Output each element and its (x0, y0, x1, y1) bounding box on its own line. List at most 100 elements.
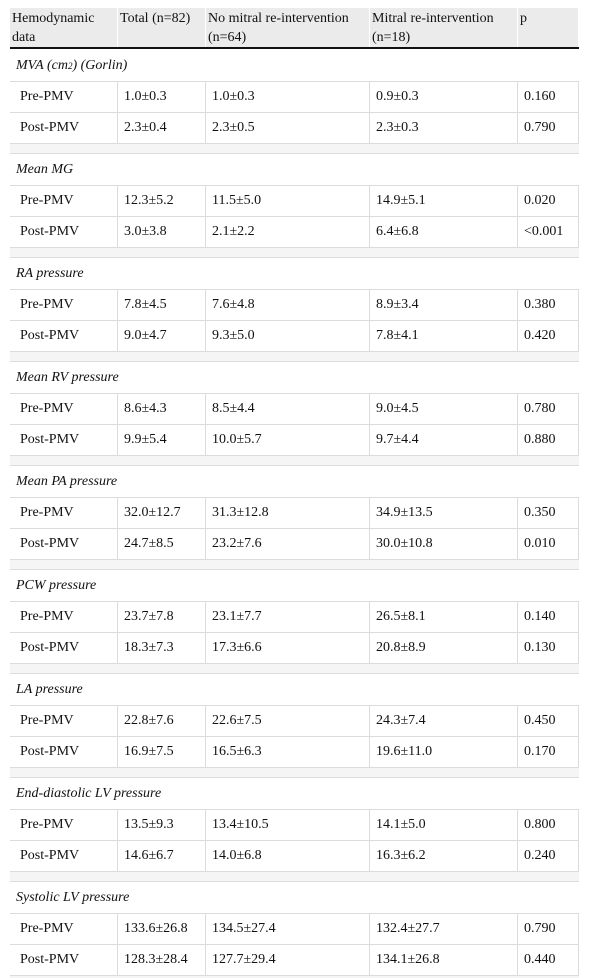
row-label: Pre-PMV (10, 810, 118, 841)
data-cell: 2.1±2.2 (206, 217, 370, 248)
data-cell: 18.3±7.3 (118, 633, 206, 664)
data-cell: 26.5±8.1 (370, 602, 518, 633)
row-label: Pre-PMV (10, 602, 118, 633)
data-cell: 14.9±5.1 (370, 186, 518, 217)
data-cell: 14.0±6.8 (206, 841, 370, 872)
title-part: MVA (cm (16, 57, 68, 73)
row-label: Post-PMV (10, 217, 118, 248)
data-cell: 128.3±28.4 (118, 945, 206, 976)
section-title: Mean PA pressure (10, 466, 579, 498)
data-cell: <0.001 (518, 217, 579, 248)
data-cell: 0.010 (518, 529, 579, 560)
row-label: Pre-PMV (10, 914, 118, 945)
data-cell: 16.3±6.2 (370, 841, 518, 872)
section-title: MVA (cm 2) (Gorlin) (10, 50, 579, 82)
data-cell: 19.6±11.0 (370, 737, 518, 768)
data-cell: 0.880 (518, 425, 579, 456)
data-cell: 0.420 (518, 321, 579, 352)
spacer-row (10, 872, 579, 882)
data-cell: 0.790 (518, 914, 579, 945)
data-cell: 6.4±6.8 (370, 217, 518, 248)
data-cell: 13.4±10.5 (206, 810, 370, 841)
data-cell: 0.380 (518, 290, 579, 321)
data-cell: 14.6±6.7 (118, 841, 206, 872)
section-title: RA pressure (10, 258, 579, 290)
spacer-row (10, 976, 579, 978)
data-cell: 0.160 (518, 82, 579, 113)
data-cell: 1.0±0.3 (206, 82, 370, 113)
data-cell: 7.6±4.8 (206, 290, 370, 321)
data-cell: 2.3±0.3 (370, 113, 518, 144)
row-label: Post-PMV (10, 737, 118, 768)
row-label: Pre-PMV (10, 186, 118, 217)
data-cell: 0.020 (518, 186, 579, 217)
data-cell: 2.3±0.5 (206, 113, 370, 144)
data-cell: 132.4±27.7 (370, 914, 518, 945)
row-label: Post-PMV (10, 529, 118, 560)
spacer-row (10, 352, 579, 362)
row-label: Pre-PMV (10, 706, 118, 737)
section-title: LA pressure (10, 674, 579, 706)
section-title: End-diastolic LV pressure (10, 778, 579, 810)
spacer-row (10, 664, 579, 674)
section-title: PCW pressure (10, 570, 579, 602)
data-cell: 2.3±0.4 (118, 113, 206, 144)
spacer-row (10, 248, 579, 258)
data-cell: 11.5±5.0 (206, 186, 370, 217)
data-cell: 34.9±13.5 (370, 498, 518, 529)
data-cell: 9.7±4.4 (370, 425, 518, 456)
section-title: Systolic LV pressure (10, 882, 579, 914)
data-cell: 0.800 (518, 810, 579, 841)
data-cell: 134.5±27.4 (206, 914, 370, 945)
data-cell: 13.5±9.3 (118, 810, 206, 841)
data-cell: 0.240 (518, 841, 579, 872)
data-cell: 14.1±5.0 (370, 810, 518, 841)
data-cell: 0.170 (518, 737, 579, 768)
data-cell: 9.3±5.0 (206, 321, 370, 352)
data-cell: 22.8±7.6 (118, 706, 206, 737)
data-cell: 1.0±0.3 (118, 82, 206, 113)
data-cell: 10.0±5.7 (206, 425, 370, 456)
data-cell: 9.0±4.5 (370, 394, 518, 425)
spacer-row (10, 768, 579, 778)
row-label: Post-PMV (10, 945, 118, 976)
data-cell: 134.1±26.8 (370, 945, 518, 976)
data-cell: 16.9±7.5 (118, 737, 206, 768)
data-cell: 3.0±3.8 (118, 217, 206, 248)
data-cell: 23.2±7.6 (206, 529, 370, 560)
data-cell: 0.780 (518, 394, 579, 425)
row-label: Pre-PMV (10, 498, 118, 529)
data-cell: 12.3±5.2 (118, 186, 206, 217)
data-cell: 24.3±7.4 (370, 706, 518, 737)
data-cell: 0.440 (518, 945, 579, 976)
header-cell: Total (n=82) (118, 8, 206, 48)
header-cell: Mitral re-intervention (n=18) (370, 8, 518, 48)
data-cell: 0.130 (518, 633, 579, 664)
header-cell: Hemodynamic data (10, 8, 118, 48)
data-cell: 20.8±8.9 (370, 633, 518, 664)
section-title: Mean MG (10, 154, 579, 186)
data-cell: 23.1±7.7 (206, 602, 370, 633)
data-cell: 7.8±4.5 (118, 290, 206, 321)
row-label: Post-PMV (10, 425, 118, 456)
data-cell: 127.7±29.4 (206, 945, 370, 976)
data-cell: 16.5±6.3 (206, 737, 370, 768)
data-cell: 133.6±26.8 (118, 914, 206, 945)
data-cell: 0.9±0.3 (370, 82, 518, 113)
data-cell: 9.0±4.7 (118, 321, 206, 352)
spacer-row (10, 456, 579, 466)
header-cell: No mitral re-intervention (n=64) (206, 8, 370, 48)
row-label: Post-PMV (10, 321, 118, 352)
header-cell: p (518, 8, 579, 48)
section-title: Mean RV pressure (10, 362, 579, 394)
header-rule (10, 47, 579, 49)
data-cell: 17.3±6.6 (206, 633, 370, 664)
data-cell: 30.0±10.8 (370, 529, 518, 560)
data-cell: 9.9±5.4 (118, 425, 206, 456)
title-part: ) (Gorlin) (72, 57, 128, 73)
data-cell: 23.7±7.8 (118, 602, 206, 633)
data-cell: 0.790 (518, 113, 579, 144)
row-label: Pre-PMV (10, 394, 118, 425)
row-label: Post-PMV (10, 841, 118, 872)
